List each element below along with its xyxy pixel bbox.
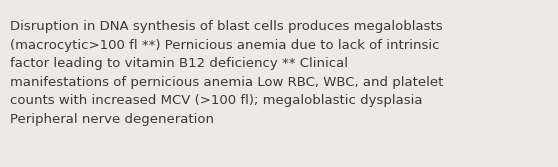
Text: Disruption in DNA synthesis of blast cells produces megaloblasts
(macrocytic>100: Disruption in DNA synthesis of blast cel… (10, 20, 444, 126)
